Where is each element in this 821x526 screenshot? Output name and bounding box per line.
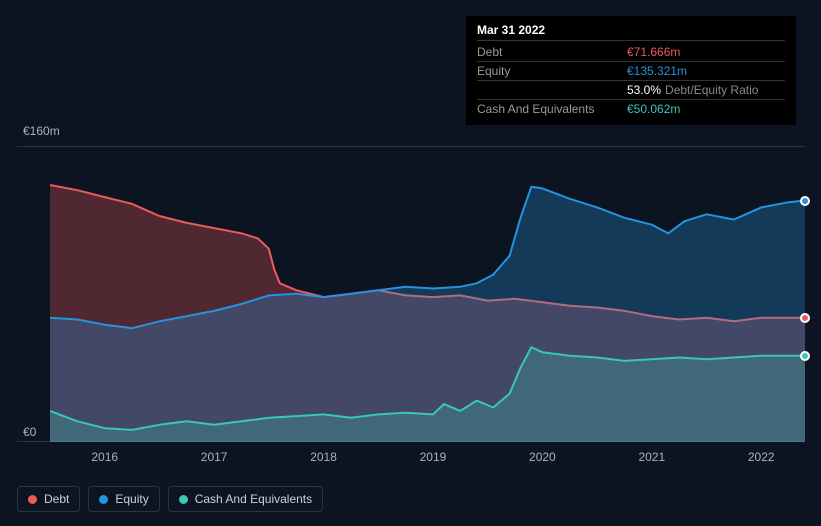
legend-dot-icon bbox=[179, 495, 188, 504]
chart-legend: Debt Equity Cash And Equivalents bbox=[17, 486, 323, 512]
tooltip-row: 53.0% Debt/Equity Ratio bbox=[477, 81, 785, 100]
legend-item[interactable]: Debt bbox=[17, 486, 80, 512]
tooltip-row: Equity€135.321m bbox=[477, 62, 785, 81]
legend-dot-icon bbox=[28, 495, 37, 504]
tooltip-row-label: Equity bbox=[477, 64, 627, 78]
x-axis-tick: 2020 bbox=[529, 450, 556, 464]
x-axis-tick: 2017 bbox=[201, 450, 228, 464]
legend-label: Equity bbox=[115, 492, 148, 506]
tooltip-row-label bbox=[477, 83, 627, 97]
legend-item[interactable]: Cash And Equivalents bbox=[168, 486, 323, 512]
tooltip-row-label: Debt bbox=[477, 45, 627, 59]
series-end-marker bbox=[800, 196, 810, 206]
tooltip-row-label: Cash And Equivalents bbox=[477, 102, 627, 116]
x-axis-tick: 2022 bbox=[748, 450, 775, 464]
tooltip-row-value: €135.321m bbox=[627, 64, 687, 78]
x-axis-tick: 2016 bbox=[91, 450, 118, 464]
legend-label: Cash And Equivalents bbox=[195, 492, 312, 506]
tooltip-row-value: €71.666m bbox=[627, 45, 680, 59]
x-axis-tick: 2019 bbox=[420, 450, 447, 464]
y-axis-label-max: €160m bbox=[23, 124, 60, 138]
legend-label: Debt bbox=[44, 492, 69, 506]
tooltip-row: Debt€71.666m bbox=[477, 43, 785, 62]
legend-dot-icon bbox=[99, 495, 108, 504]
series-end-marker bbox=[800, 313, 810, 323]
tooltip-date: Mar 31 2022 bbox=[477, 23, 785, 41]
x-axis-tick: 2018 bbox=[310, 450, 337, 464]
x-axis-tick: 2021 bbox=[638, 450, 665, 464]
tooltip-row-suffix: Debt/Equity Ratio bbox=[665, 83, 758, 97]
tooltip-row: Cash And Equivalents€50.062m bbox=[477, 100, 785, 118]
chart-plot bbox=[50, 166, 805, 442]
tooltip-row-value: 53.0% bbox=[627, 83, 661, 97]
chart-tooltip: Mar 31 2022 Debt€71.666mEquity€135.321m5… bbox=[466, 16, 796, 125]
legend-item[interactable]: Equity bbox=[88, 486, 159, 512]
series-end-marker bbox=[800, 351, 810, 361]
tooltip-row-value: €50.062m bbox=[627, 102, 680, 116]
